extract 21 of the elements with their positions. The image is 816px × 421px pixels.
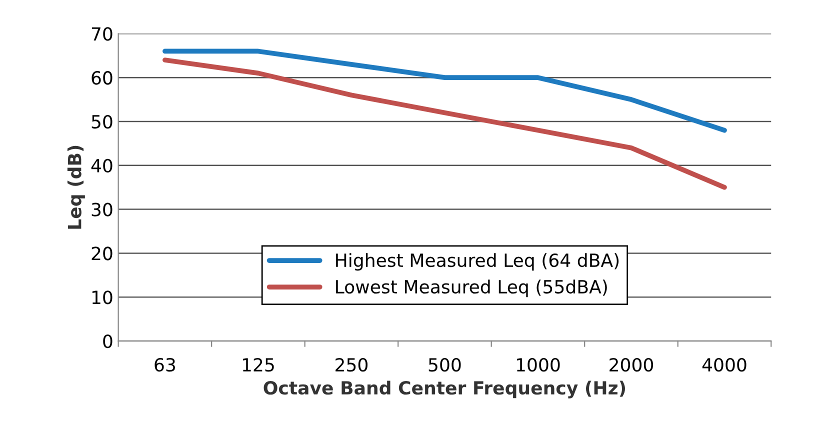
y-tick-label: 0 — [103, 334, 112, 348]
y-tick-label: 10 — [92, 290, 112, 304]
y-tick-label: 50 — [92, 114, 112, 129]
x-tick-label: 2000 — [610, 358, 654, 372]
y-tick-label: 70 — [92, 27, 112, 41]
x-tick-label: 63 — [154, 358, 175, 372]
legend-label: Highest Measured Leq (64 dBA) — [336, 253, 619, 271]
line-series — [162, 58, 727, 190]
x-tick-label: 4000 — [702, 358, 746, 372]
x-axis-title: Octave Band Center Frequency (Hz) — [264, 380, 626, 398]
y-tick-label: 60 — [92, 71, 112, 85]
line-series — [162, 48, 727, 133]
x-tick-label: 1000 — [516, 358, 560, 372]
x-tick-label: 500 — [428, 358, 461, 372]
x-tick-label: 250 — [336, 358, 368, 372]
y-tick-label: 30 — [92, 202, 112, 216]
x-tick-label: 125 — [242, 358, 274, 372]
legend-label: Lowest Measured Leq (55dBA) — [336, 280, 607, 298]
y-tick-label: 40 — [91, 158, 112, 173]
y-axis-title: Leq (dB) — [67, 146, 85, 229]
y-tick-label: 20 — [92, 246, 112, 260]
